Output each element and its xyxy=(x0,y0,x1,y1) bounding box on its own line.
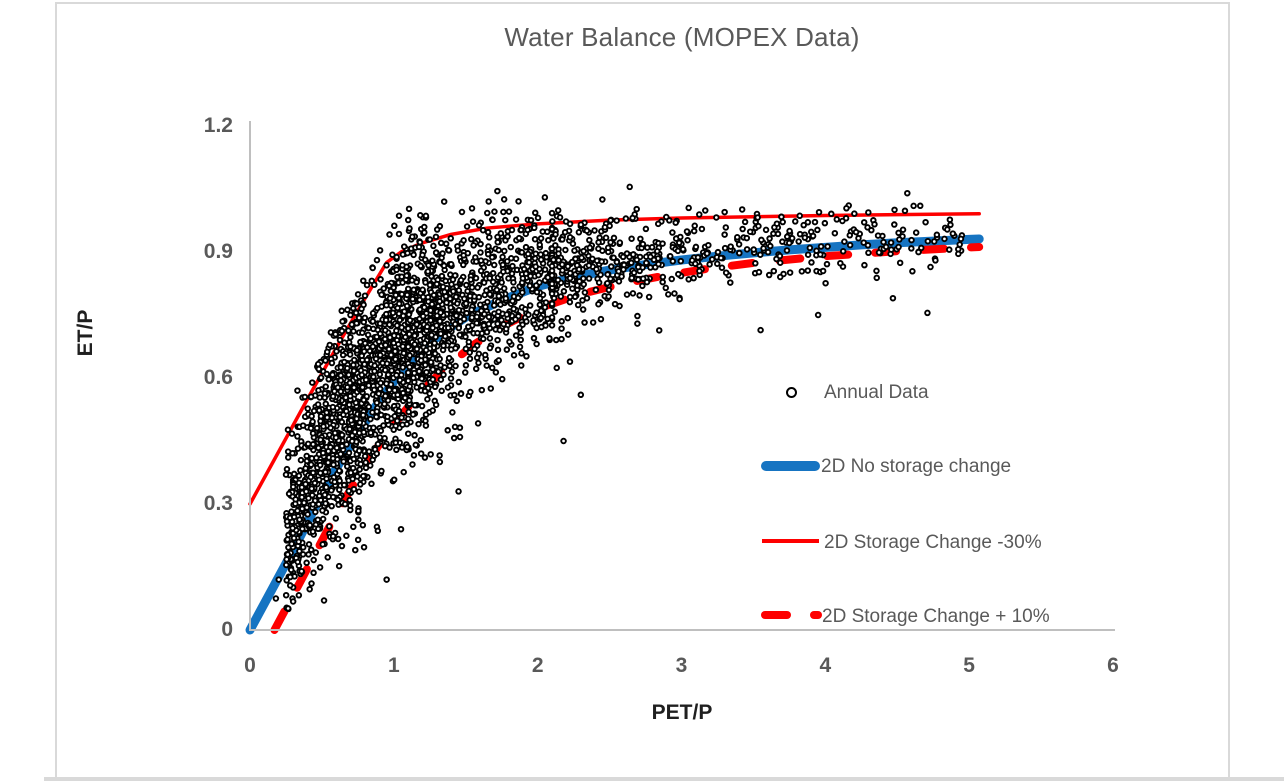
red-dash-swatch-icon xyxy=(761,611,791,619)
x-axis-title: PET/P xyxy=(651,701,713,724)
red-dash-dot-swatch-icon xyxy=(810,611,822,619)
x-tick-label: 0 xyxy=(244,654,256,677)
y-axis-line xyxy=(249,121,251,631)
x-tick-label: 5 xyxy=(963,654,975,677)
x-tick-label: 6 xyxy=(1107,654,1119,677)
chart-title: Water Balance (MOPEX Data) xyxy=(504,22,860,52)
x-axis-line xyxy=(249,629,1115,631)
red-line-swatch-icon xyxy=(762,539,819,543)
legend-label-no-storage-change: 2D No storage change xyxy=(821,456,1012,477)
y-axis-title: ET/P xyxy=(74,309,97,357)
x-tick-label: 3 xyxy=(675,654,688,677)
x-tick-label: 2 xyxy=(531,654,544,677)
x-tick-label: 4 xyxy=(819,654,832,677)
legend-label-storage-plus-10: 2D Storage Change + 10% xyxy=(822,606,1050,627)
y-tick-label: 0.6 xyxy=(203,366,233,389)
y-tick-label: 0.3 xyxy=(203,492,233,515)
y-tick-label: 1.2 xyxy=(203,114,233,137)
x-tick-label: 1 xyxy=(387,654,400,677)
y-tick-label: 0.9 xyxy=(203,240,233,263)
legend-label-storage-minus-30: 2D Storage Change -30% xyxy=(824,532,1042,553)
legend-label-annual-data: Annual Data xyxy=(824,382,929,403)
y-tick-label: 0 xyxy=(221,618,233,641)
open-circle-marker-icon xyxy=(786,387,797,398)
blue-line-swatch-icon xyxy=(761,461,820,471)
